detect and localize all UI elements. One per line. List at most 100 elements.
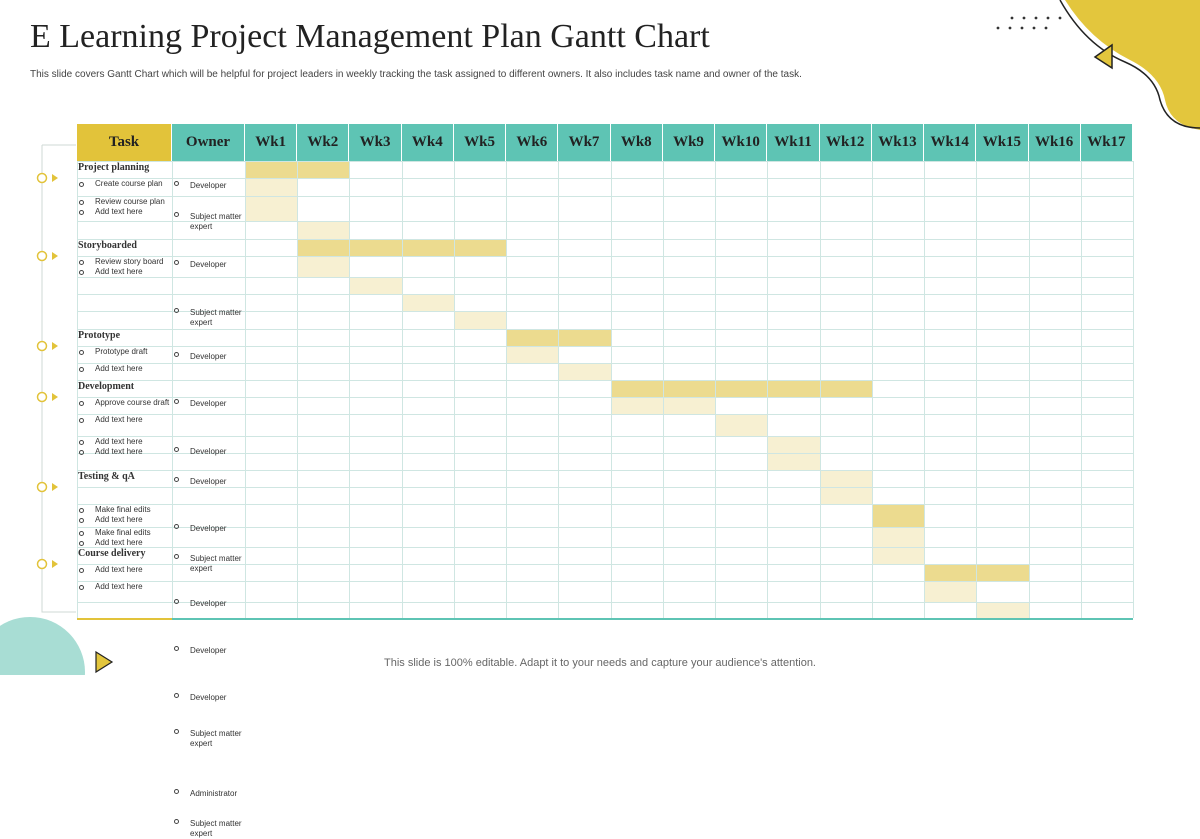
gantt-bar xyxy=(767,453,820,470)
owner: Developer xyxy=(172,521,245,534)
marker-arrow xyxy=(52,393,58,401)
column-line xyxy=(349,161,351,618)
column-line xyxy=(871,161,873,618)
owner: Subject matter expert xyxy=(172,816,245,839)
owner: Developer xyxy=(172,596,245,609)
owner: Developer xyxy=(172,349,245,362)
task-item: Add text here xyxy=(77,415,172,425)
column-line xyxy=(610,161,612,618)
header-cell: Wk3 xyxy=(349,124,402,161)
owner: Subject matter expert xyxy=(172,551,245,574)
owner: Developer xyxy=(172,474,245,487)
owner: Developer xyxy=(172,643,245,656)
header-cell: Wk2 xyxy=(297,124,350,161)
header-cell: Wk11 xyxy=(767,124,820,161)
column-line xyxy=(1133,161,1134,618)
column-line xyxy=(506,161,508,618)
owner: Administrator xyxy=(172,786,245,799)
row-line xyxy=(77,602,1133,603)
column-line xyxy=(767,161,769,618)
task-items: Make final edits Add text here xyxy=(77,527,172,548)
gantt-bar xyxy=(401,294,454,311)
header-cell: Wk7 xyxy=(558,124,611,161)
owner: Developer xyxy=(172,257,245,270)
row-line xyxy=(77,196,1133,197)
header-cell: Wk17 xyxy=(1080,124,1133,161)
column-line xyxy=(819,161,821,618)
task-item: Prototype draft xyxy=(77,347,172,357)
marker-arrow xyxy=(52,174,58,182)
marker xyxy=(36,250,48,262)
column-line xyxy=(662,161,664,618)
row-line xyxy=(77,470,1133,471)
marker xyxy=(36,481,48,493)
task-name: Storyboarded xyxy=(78,240,137,251)
row-line xyxy=(77,161,1133,162)
row-line xyxy=(77,414,1133,415)
gantt-bar xyxy=(871,504,925,527)
row-line xyxy=(77,436,1133,437)
corner-line xyxy=(1059,0,1200,129)
row-line xyxy=(77,380,1133,381)
gantt-bar xyxy=(558,363,611,380)
task-items: Add text here Add text here xyxy=(77,436,172,457)
task-item: Create course plan xyxy=(77,179,172,189)
row-line xyxy=(77,504,1133,505)
header-cell: Wk1 xyxy=(245,124,298,161)
header-cell: Owner xyxy=(172,124,245,161)
task-items: Review course plan Add text here xyxy=(77,196,172,217)
task-items: Prototype draft xyxy=(77,346,172,357)
owner: Subject matter expert xyxy=(172,305,245,328)
task-item: Add text here xyxy=(77,267,172,277)
task-item: Add text here xyxy=(77,582,172,592)
gantt-bar xyxy=(924,581,977,602)
owner: Developer xyxy=(172,444,245,457)
task-item: Review course plan xyxy=(77,197,172,207)
column-line xyxy=(558,161,560,618)
header-cell: Wk9 xyxy=(662,124,716,161)
row-line xyxy=(77,178,1133,179)
task-item: Review story board xyxy=(77,257,172,267)
task-items: Approve course draft xyxy=(77,397,172,408)
row-line xyxy=(77,346,1133,347)
column-line xyxy=(297,161,299,618)
decoration xyxy=(0,0,1200,675)
row-line xyxy=(77,527,1133,528)
timeline-markers xyxy=(36,172,58,570)
subtitle: This slide covers Gantt Chart which will… xyxy=(30,69,802,80)
task-items: Make final edits Add text here xyxy=(77,504,172,525)
row-line xyxy=(77,256,1133,257)
marker-arrow xyxy=(52,560,58,568)
row-line xyxy=(77,564,1133,565)
header-cell: Wk10 xyxy=(715,124,768,161)
gantt-bar xyxy=(245,178,298,196)
header-cell: Wk5 xyxy=(453,124,507,161)
row-line xyxy=(77,221,1133,222)
task-item: Add text here xyxy=(77,538,172,548)
column-line xyxy=(1080,161,1082,618)
row-line xyxy=(77,239,1133,240)
corner-shape xyxy=(1065,0,1200,130)
header-cell: Wk8 xyxy=(610,124,663,161)
task-items: Create course plan xyxy=(77,178,172,189)
timeline xyxy=(41,144,76,613)
owner: Developer xyxy=(172,178,245,191)
row-line xyxy=(77,581,1133,582)
task-item: Add text here xyxy=(77,364,172,374)
column-line xyxy=(77,161,78,618)
column-line xyxy=(245,161,246,618)
gantt-bar xyxy=(297,256,350,277)
header-cell: Wk6 xyxy=(506,124,559,161)
gantt-bar xyxy=(349,277,402,294)
gantt-bar xyxy=(453,311,507,329)
marker xyxy=(36,172,48,184)
row-line xyxy=(77,277,1133,278)
gantt-bar xyxy=(506,346,559,363)
gantt-bar xyxy=(610,380,872,397)
gantt-table: Task Owner Wk1 Wk2 Wk3 Wk4 Wk5 Wk6 Wk7 Wk8 Wk9 Wk10… xyxy=(77,124,1134,838)
gantt-bar xyxy=(871,547,925,564)
task-name: Testing & qA xyxy=(78,471,135,482)
row-line xyxy=(77,294,1133,295)
task-item: Make final edits xyxy=(77,528,172,538)
